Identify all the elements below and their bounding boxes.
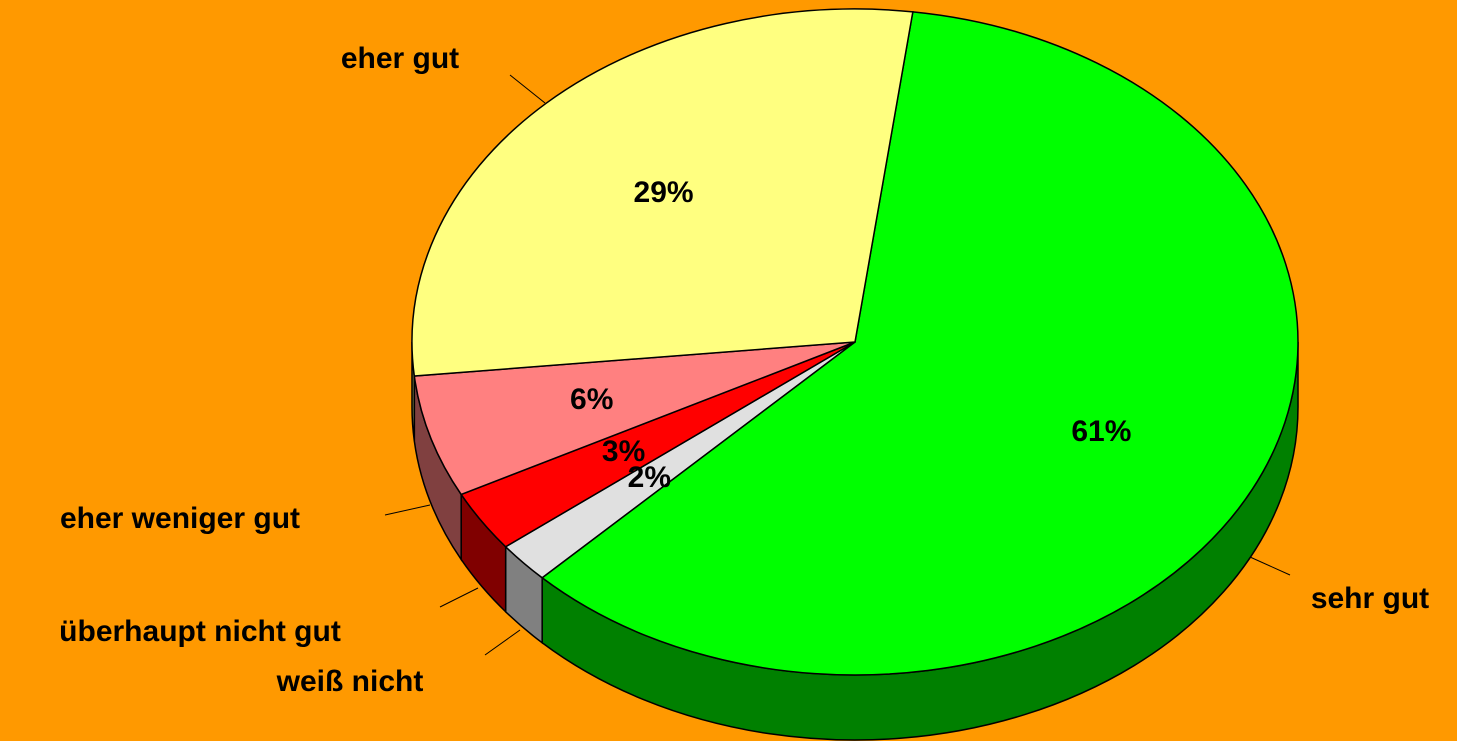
value-label: 2% <box>628 461 671 494</box>
value-label: 61% <box>1071 415 1131 448</box>
category-label: überhaupt nicht gut <box>59 615 341 648</box>
category-label: eher gut <box>341 42 459 75</box>
value-label: 6% <box>570 383 613 416</box>
leader-line <box>1249 556 1291 576</box>
leader-line <box>484 629 521 656</box>
pie-slice <box>540 11 1299 676</box>
pie-slice <box>411 8 914 377</box>
category-label: eher weniger gut <box>60 502 300 535</box>
category-label: sehr gut <box>1311 582 1429 615</box>
leader-line <box>509 74 546 104</box>
value-label: 29% <box>634 176 694 209</box>
value-label: 3% <box>602 435 645 468</box>
leader-line <box>439 587 479 608</box>
category-label: weiß nicht <box>276 665 424 698</box>
leader-line <box>384 504 431 516</box>
pie-slice <box>413 341 856 496</box>
